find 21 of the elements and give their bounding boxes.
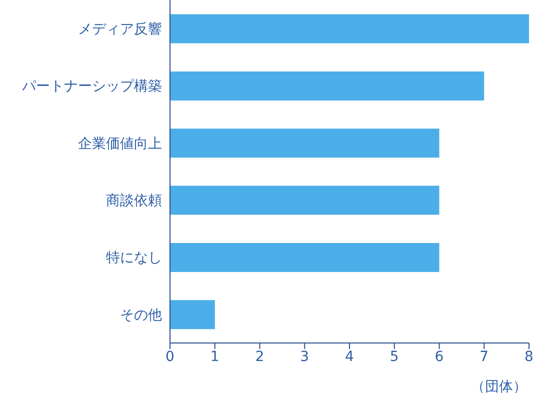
bar [170,186,440,215]
x-tick-label: 4 [345,348,354,365]
x-tick-label: 0 [166,348,174,365]
y-tick-label: 商談依頼 [106,193,162,210]
x-tick-label: 2 [255,348,264,365]
x-tick-label: 5 [390,348,399,365]
bar [170,242,440,272]
y-tick-label: 特になし [106,250,162,266]
x-tick-label: 7 [480,348,489,365]
bar [170,300,215,330]
bar [170,128,440,158]
y-tick-label: その他 [120,307,162,324]
y-tick-label: メディア反響 [78,22,162,38]
x-tick-label: 6 [434,348,444,365]
bar [170,71,484,100]
x-tick-label: 8 [524,348,534,365]
x-tick-label: 3 [300,348,310,365]
y-tick-label: パートナーシップ構築 [21,78,162,95]
y-tick-label: 企業価値向上 [78,136,162,152]
x-tick-label: 1 [210,348,220,365]
bar [170,14,529,44]
